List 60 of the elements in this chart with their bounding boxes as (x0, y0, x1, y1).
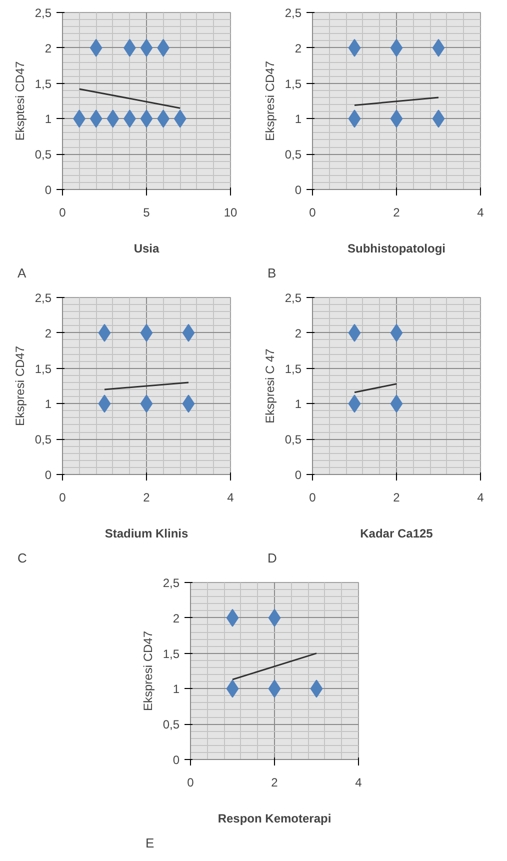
x-axis-title: Kadar Ca125 (360, 526, 434, 540)
x-tick-label: 10 (224, 206, 238, 220)
y-tick-label: 1,5 (34, 362, 52, 376)
y-tick-label: 1,5 (34, 76, 52, 91)
x-axis-title: Subhistopatologi (348, 242, 446, 256)
text: A (18, 266, 26, 280)
y-tick-label: 2,5 (284, 6, 302, 20)
y-tick-label: 1 (172, 682, 180, 696)
x-tick-label: 2 (393, 206, 400, 220)
y-tick-label: 2,5 (284, 291, 302, 305)
x-tick-label: 4 (227, 490, 234, 504)
y-tick-label: 0 (294, 183, 302, 197)
y-tick-label: 0,5 (284, 432, 302, 447)
x-tick-label: 4 (477, 206, 484, 220)
y-tick-label: 0,5 (34, 432, 52, 447)
y-tick-label: 1 (44, 112, 52, 126)
y-tick-label: 0 (44, 468, 52, 482)
y-tick-label: 1,5 (284, 76, 302, 91)
x-tick-label: 0 (187, 776, 194, 790)
y-tick-label: 0,5 (162, 718, 180, 732)
x-tick-label: 2 (143, 490, 150, 504)
x-tick-label: 5 (143, 206, 150, 220)
y-tick-label: 1,5 (284, 362, 302, 376)
text: D (268, 550, 277, 566)
x-axis-title: Respon Kemoterapi (218, 812, 332, 826)
y-tick-label: 2 (294, 41, 302, 56)
y-axis-title: Ekspresi CD47 (12, 346, 27, 426)
y-tick-label: 2 (294, 326, 302, 340)
y-tick-label: 0,5 (34, 148, 52, 162)
x-tick-label: 2 (271, 776, 278, 790)
y-axis-title: Eksptesi CD47 (12, 60, 27, 141)
x-tick-label: 0 (59, 490, 66, 504)
x-axis-title: Stadium Klinis (104, 526, 188, 540)
y-tick-label: 1,5 (162, 646, 180, 661)
y-tick-label: 0 (44, 183, 52, 197)
y-tick-label: 0 (172, 753, 180, 767)
x-tick-label: 0 (309, 206, 316, 220)
x-tick-label: 0 (59, 206, 66, 220)
y-tick-label: 2,5 (162, 576, 180, 590)
y-tick-label: 1 (44, 397, 52, 412)
x-tick-label: 0 (309, 490, 316, 504)
x-tick-label: 4 (355, 776, 362, 790)
y-tick-label: 0 (294, 468, 302, 482)
y-tick-label: 2 (44, 41, 52, 56)
text: B (268, 266, 276, 280)
x-axis-title: Usia (134, 242, 160, 256)
y-axis-title: Ekspresi CD47 (262, 60, 277, 142)
text: E (146, 836, 154, 850)
x-tick-label: 4 (477, 490, 484, 504)
y-tick-label: 1 (294, 397, 302, 412)
y-tick-label: 0,5 (284, 148, 302, 162)
y-tick-label: 2 (172, 611, 180, 626)
x-tick-label: 2 (393, 490, 400, 504)
y-tick-label: 2,5 (34, 291, 52, 305)
y-axis-title: Ekspresi CD47 (140, 630, 155, 712)
y-tick-label: 2,5 (34, 6, 52, 20)
y-axis-title: Ekspresi C 47 (262, 348, 277, 424)
y-tick-label: 2 (44, 326, 52, 340)
y-tick-label: 1 (294, 112, 302, 126)
text: C (18, 550, 27, 566)
